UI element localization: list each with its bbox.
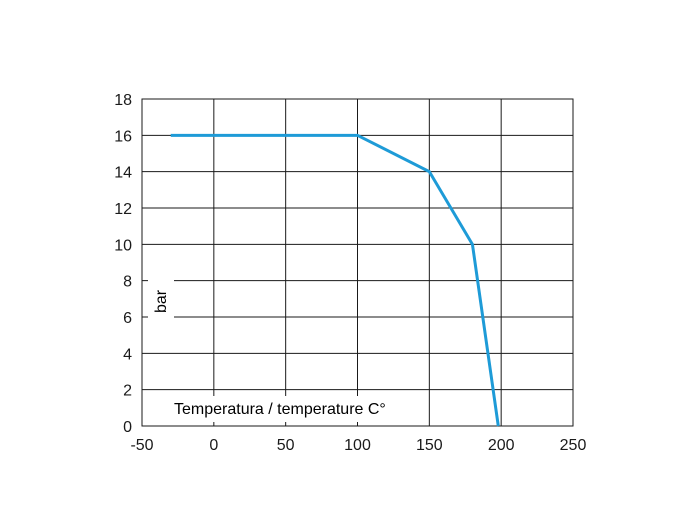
x-tick-label: 0 (209, 437, 218, 454)
y-tick-label: 4 (123, 346, 132, 363)
y-axis-label: bar (153, 289, 170, 313)
x-tick-labels: -50 0 50 100 150 200 250 (130, 437, 586, 454)
y-tick-label: 2 (123, 383, 132, 400)
x-tick-label: -50 (130, 437, 153, 454)
grid (142, 99, 573, 426)
x-tick-label: 200 (488, 437, 515, 454)
x-tick-label: 50 (277, 437, 295, 454)
y-tick-label: 10 (114, 237, 132, 254)
x-tick-label: 250 (560, 437, 587, 454)
y-tick-label: 16 (114, 128, 132, 145)
y-tick-label: 8 (123, 274, 132, 291)
y-tick-labels: 0 2 4 6 8 10 12 14 16 18 (114, 92, 132, 436)
y-tick-label: 12 (114, 201, 132, 218)
y-tick-label: 18 (114, 92, 132, 109)
y-tick-label: 14 (114, 165, 132, 182)
x-axis-label: Temperatura / temperature C° (174, 401, 386, 418)
y-tick-label: 0 (123, 419, 132, 436)
y-tick-label: 6 (123, 310, 132, 327)
ylabel-background (148, 276, 174, 320)
plot-frame (141, 98, 574, 427)
series-line (170, 133, 500, 427)
x-tick-label: 150 (416, 437, 443, 454)
series-group (170, 133, 500, 427)
x-tick-label: 100 (344, 437, 371, 454)
xlabel-background (170, 396, 422, 422)
